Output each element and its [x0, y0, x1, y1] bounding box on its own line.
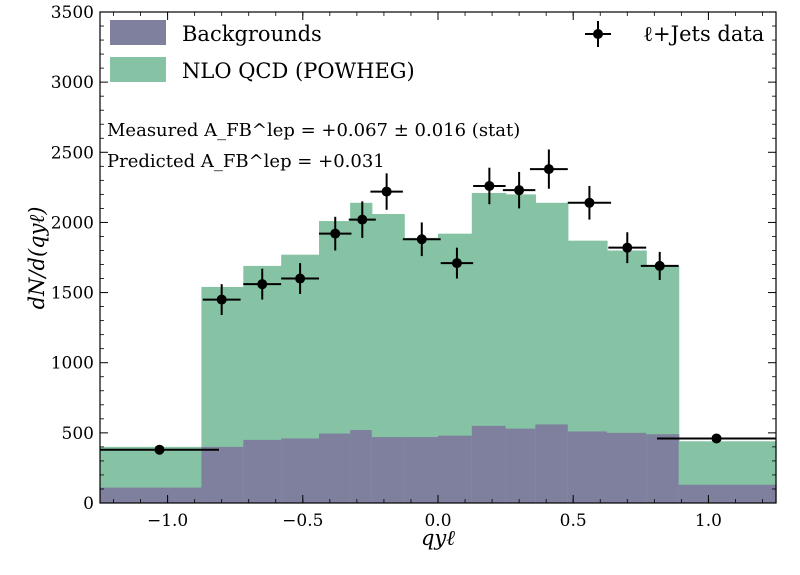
data-point-11 — [529, 149, 568, 189]
data-point-marker-2 — [257, 279, 268, 290]
data-point-8 — [440, 247, 474, 279]
data-point-2 — [243, 268, 282, 300]
bar-nlo-qcd-5 — [350, 202, 373, 503]
stacked-histogram-bars — [100, 192, 777, 504]
data-point-13 — [608, 232, 647, 264]
data-point-marker-0 — [154, 444, 165, 455]
axis-ticks: −1.0 −0.5 0.0 0.5 1.0 0 500 1000 1500 2000 2500 300… — [51, 3, 776, 531]
data-point-marker-11 — [543, 164, 554, 175]
bar-backgrounds-14 — [646, 434, 680, 503]
data-point-marker-3 — [295, 273, 306, 284]
legend: Backgrounds NLO QCD (POWHEG) ℓ+Jets data — [110, 20, 764, 83]
data-point-6 — [370, 173, 403, 210]
y-tick-label-5: 2500 — [51, 143, 94, 163]
legend-label-nlo-qcd: NLO QCD (POWHEG) — [182, 59, 415, 83]
bar-backgrounds-8 — [438, 435, 473, 503]
y-tick-label-1: 500 — [62, 424, 94, 444]
bar-backgrounds-0 — [100, 487, 202, 503]
data-point-5 — [348, 201, 376, 238]
data-point-marker-10 — [514, 185, 525, 196]
data-point-marker-9 — [484, 180, 495, 191]
annotation-measured: Measured A_FB^lep = +0.067 ± 0.016 (stat… — [107, 120, 520, 141]
data-point-12 — [567, 185, 612, 220]
data-point-14 — [640, 251, 679, 280]
bar-backgrounds-13 — [607, 432, 647, 503]
bar-backgrounds-12 — [567, 431, 608, 503]
x-tick-label-0: −1.0 — [147, 511, 188, 531]
data-point-0 — [100, 444, 219, 455]
data-point-3 — [281, 263, 320, 294]
data-point-marker-1 — [216, 294, 227, 305]
data-points-with-errorbars — [100, 149, 776, 455]
data-point-4 — [319, 216, 352, 251]
data-point-marker-7 — [416, 234, 427, 245]
data-point-marker-8 — [451, 258, 462, 269]
data-point-marker-15 — [711, 433, 722, 444]
data-point-marker-13 — [622, 242, 633, 253]
y-tick-label-7: 3500 — [51, 3, 94, 23]
data-point-9 — [473, 167, 506, 205]
bar-backgrounds-3 — [281, 438, 320, 503]
data-point-marker-14 — [654, 260, 665, 271]
y-tick-label-2: 1000 — [51, 354, 94, 374]
annotation-predicted: Predicted A_FB^lep = +0.031 — [107, 151, 385, 172]
data-point-1 — [202, 284, 241, 316]
y-tick-label-6: 3000 — [51, 73, 94, 93]
legend-label-data: ℓ+Jets data — [643, 22, 764, 46]
y-axis-label: dN/d(qyℓ) — [25, 207, 49, 310]
x-tick-label-3: 0.5 — [560, 511, 587, 531]
legend-label-backgrounds: Backgrounds — [182, 22, 322, 46]
bar-backgrounds-6 — [371, 437, 405, 503]
data-point-marker-12 — [584, 197, 595, 208]
data-point-marker-6 — [381, 186, 392, 197]
data-point-10 — [502, 171, 536, 209]
data-point-7 — [402, 222, 441, 257]
bar-backgrounds-9 — [471, 425, 507, 503]
y-tick-label-4: 2000 — [51, 213, 94, 233]
data-point-15 — [657, 433, 776, 444]
x-axis-label: qyℓ — [421, 526, 455, 550]
x-tick-label-1: −0.5 — [282, 511, 323, 531]
bar-backgrounds-5 — [350, 430, 373, 503]
legend-swatch-backgrounds — [110, 20, 166, 45]
bar-backgrounds-1 — [201, 446, 244, 503]
bar-backgrounds-4 — [319, 433, 351, 503]
y-tick-label-3: 1500 — [51, 284, 94, 304]
bar-backgrounds-15 — [678, 484, 777, 503]
bar-backgrounds-10 — [505, 428, 536, 503]
x-tick-label-4: 1.0 — [695, 511, 722, 531]
data-point-marker-5 — [357, 214, 368, 225]
legend-swatch-nlo-qcd — [110, 57, 166, 82]
bar-backgrounds-11 — [535, 424, 569, 503]
legend-marker-data — [585, 21, 611, 47]
bar-backgrounds-7 — [404, 437, 439, 503]
data-point-marker-4 — [330, 228, 341, 239]
y-tick-label-0: 0 — [83, 494, 94, 514]
bar-backgrounds-2 — [243, 439, 282, 503]
x-tick-label-2: 0.0 — [424, 511, 451, 531]
